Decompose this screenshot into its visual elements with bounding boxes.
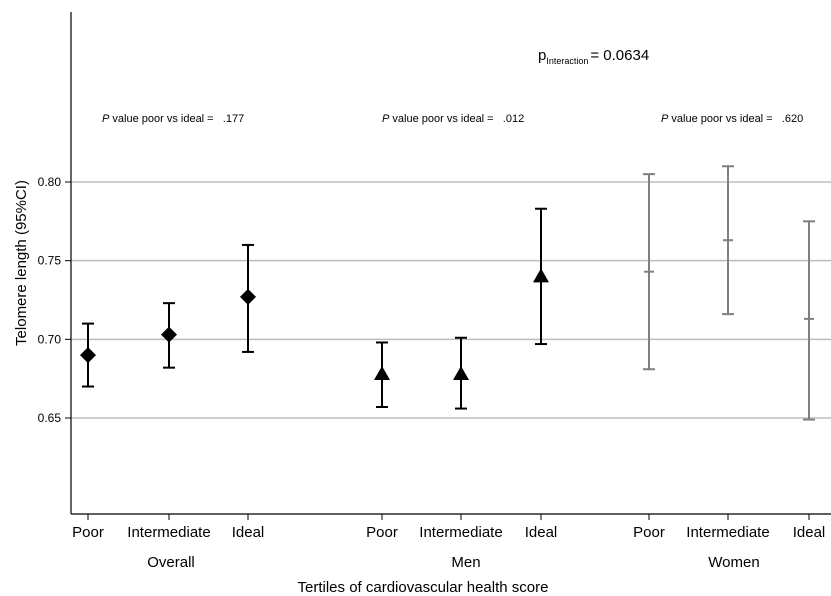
x-tick-label: Poor	[633, 524, 665, 541]
x-tick-label: Poor	[366, 524, 398, 541]
group-label: Overall	[147, 554, 195, 571]
y-tick-label: 0.75	[38, 254, 62, 268]
interaction-prefix: p	[538, 47, 547, 64]
y-axis-label: Telomere length (95%CI)	[13, 180, 30, 346]
y-tick-label: 0.65	[38, 411, 62, 425]
x-axis-label: Tertiles of cardiovascular health score	[298, 579, 549, 596]
interaction-p-value: pInteraction = 0.0634	[538, 47, 649, 66]
interaction-value: = 0.0634	[590, 47, 650, 64]
point-marker-diamond	[240, 288, 256, 305]
x-axis-ticks: Poor Intermediate Ideal Overall Poor Intermed…	[72, 514, 825, 571]
group-label: Men	[451, 554, 480, 571]
x-tick-label: Intermediate	[686, 524, 769, 541]
x-tick-label: Poor	[72, 524, 104, 541]
pnote-men-value: .012	[502, 113, 525, 125]
y-tick-label: 0.80	[38, 175, 62, 189]
point-marker-diamond	[161, 326, 177, 343]
point-marker-triangle	[533, 268, 549, 283]
group-label: Women	[708, 554, 759, 571]
pnote-women-text: value poor vs ideal =	[671, 113, 773, 125]
gridlines	[71, 181, 831, 419]
point-marker-diamond	[80, 347, 96, 364]
pnote-overall-value: .177	[222, 113, 245, 125]
pnote-overall: P value poor vs ideal = .177	[102, 113, 244, 125]
pnote-overall-italic: P	[102, 113, 110, 125]
point-marker-triangle	[453, 365, 469, 380]
pnote-men: P value poor vs ideal = .012	[382, 113, 524, 125]
y-axis-ticks: 0.65 0.70 0.75 0.80	[38, 175, 71, 425]
interaction-subscript: Interaction	[546, 56, 589, 66]
point-marker-triangle	[374, 365, 390, 380]
x-tick-label: Ideal	[525, 524, 558, 541]
x-tick-label: Ideal	[232, 524, 265, 541]
pnote-women-italic: P	[661, 113, 669, 125]
pnote-women-value: .620	[781, 113, 804, 125]
pnote-men-italic: P	[382, 113, 390, 125]
y-tick-label: 0.70	[38, 332, 62, 346]
x-tick-label: Intermediate	[419, 524, 502, 541]
pnote-men-text: value poor vs ideal =	[392, 113, 494, 125]
x-tick-label: Intermediate	[127, 524, 210, 541]
x-tick-label: Ideal	[793, 524, 826, 541]
pnote-women: P value poor vs ideal = .620	[661, 113, 803, 125]
pnote-overall-text: value poor vs ideal =	[112, 113, 214, 125]
data-marks	[80, 165, 815, 421]
